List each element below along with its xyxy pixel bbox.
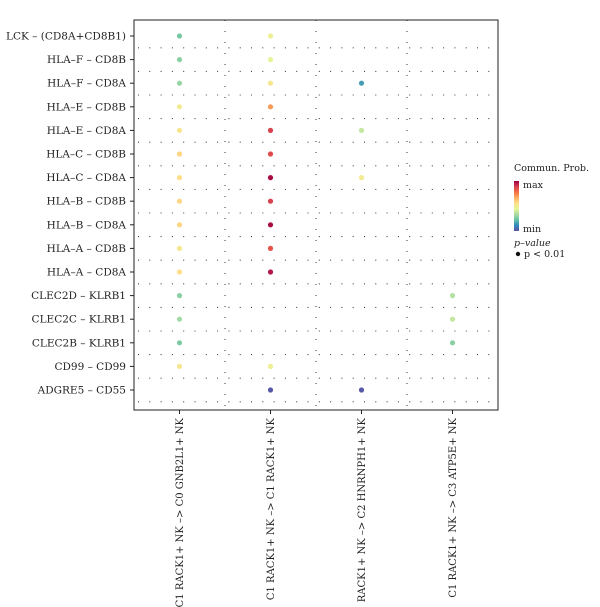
data-point bbox=[358, 175, 365, 181]
data-point bbox=[267, 363, 274, 369]
data-point bbox=[176, 57, 183, 63]
data-point bbox=[267, 151, 274, 157]
data-point bbox=[449, 340, 456, 346]
data-point bbox=[176, 316, 183, 322]
legend-min-label: min bbox=[523, 224, 541, 235]
y-tick-label: HLA–E – CD8B bbox=[47, 101, 127, 113]
y-tick-label: HLA–B – CD8B bbox=[47, 196, 127, 208]
x-tick-label: C1 RACK1+ NK –> C1 RACK1+ NK bbox=[266, 417, 277, 600]
data-point bbox=[267, 269, 274, 275]
data-point bbox=[449, 316, 456, 322]
y-tick-label: HLA–B – CD8A bbox=[47, 219, 127, 231]
data-point bbox=[267, 387, 274, 393]
y-tick-label: HLA–A – CD8B bbox=[47, 243, 127, 255]
x-axis-labels: C1 RACK1+ NK –> C0 GNB2L1+ NK C1 RACK1+ N… bbox=[175, 410, 459, 607]
y-tick-label: HLA–C – CD8A bbox=[46, 172, 126, 184]
data-point bbox=[358, 127, 365, 133]
x-tick-label: C1 RACK1+ NK –> C3 ATP5E+ NK bbox=[448, 417, 459, 597]
data-point bbox=[176, 80, 183, 86]
data-point bbox=[449, 293, 456, 299]
y-tick-label: LCK – (CD8A+CD8B1) bbox=[6, 31, 126, 43]
y-tick-label: CLEC2B – KLRB1 bbox=[32, 337, 126, 349]
data-point bbox=[176, 175, 183, 181]
color-bar bbox=[514, 181, 519, 231]
data-point bbox=[358, 387, 365, 393]
data-point bbox=[267, 104, 274, 110]
data-point bbox=[267, 245, 274, 251]
data-point bbox=[358, 80, 365, 86]
data-point bbox=[176, 363, 183, 369]
data-point bbox=[176, 33, 183, 39]
y-tick-label: HLA–F – CD8B bbox=[47, 54, 126, 66]
x-tick-label: C1 RACK1+ NK –> C0 GNB2L1+ NK bbox=[175, 417, 186, 607]
data-point bbox=[267, 80, 274, 86]
y-tick-label: ADGRE5 – CD55 bbox=[37, 385, 126, 397]
legend-pvalue-title: p–value bbox=[514, 238, 551, 249]
data-point bbox=[176, 340, 183, 346]
y-tick-label: CLEC2D – KLRB1 bbox=[31, 290, 126, 302]
data-point bbox=[267, 175, 274, 181]
y-tick-label: HLA–C – CD8B bbox=[46, 149, 126, 161]
data-point bbox=[267, 198, 274, 204]
legend-pvalue-dot bbox=[515, 251, 521, 257]
y-axis-labels: LCK – (CD8A+CD8B1) HLA–F – CD8B HLA–F – CD… bbox=[6, 31, 134, 397]
data-point bbox=[267, 33, 274, 39]
data-point bbox=[267, 222, 274, 228]
y-tick-label: HLA–E – CD8A bbox=[47, 125, 127, 137]
legend: Commun. Prob. max min p–value p < 0.01 bbox=[514, 163, 589, 260]
data-point bbox=[176, 293, 183, 299]
data-point bbox=[176, 222, 183, 228]
data-point bbox=[176, 151, 183, 157]
y-tick-label: HLA–F – CD8A bbox=[47, 78, 126, 90]
plot-frame bbox=[133, 19, 499, 411]
data-point bbox=[176, 269, 183, 275]
x-tick-label: C1 RACK1+ NK –> C2 HNRNPH1+ NK bbox=[357, 417, 368, 607]
data-point bbox=[176, 198, 183, 204]
y-tick-label: CLEC2C – KLRB1 bbox=[32, 314, 126, 326]
y-tick-label: HLA–A – CD8A bbox=[47, 267, 127, 279]
legend-max-label: max bbox=[523, 180, 544, 191]
grid-lines bbox=[138, 20, 498, 410]
data-point bbox=[267, 127, 274, 133]
data-point bbox=[176, 127, 183, 133]
data-points bbox=[176, 33, 456, 393]
y-tick-label: CD99 – CD99 bbox=[54, 361, 126, 373]
data-point bbox=[267, 57, 274, 63]
legend-pvalue-entry: p < 0.01 bbox=[524, 249, 565, 260]
data-point bbox=[176, 104, 183, 110]
data-point bbox=[176, 245, 183, 251]
legend-color-title: Commun. Prob. bbox=[514, 163, 589, 174]
